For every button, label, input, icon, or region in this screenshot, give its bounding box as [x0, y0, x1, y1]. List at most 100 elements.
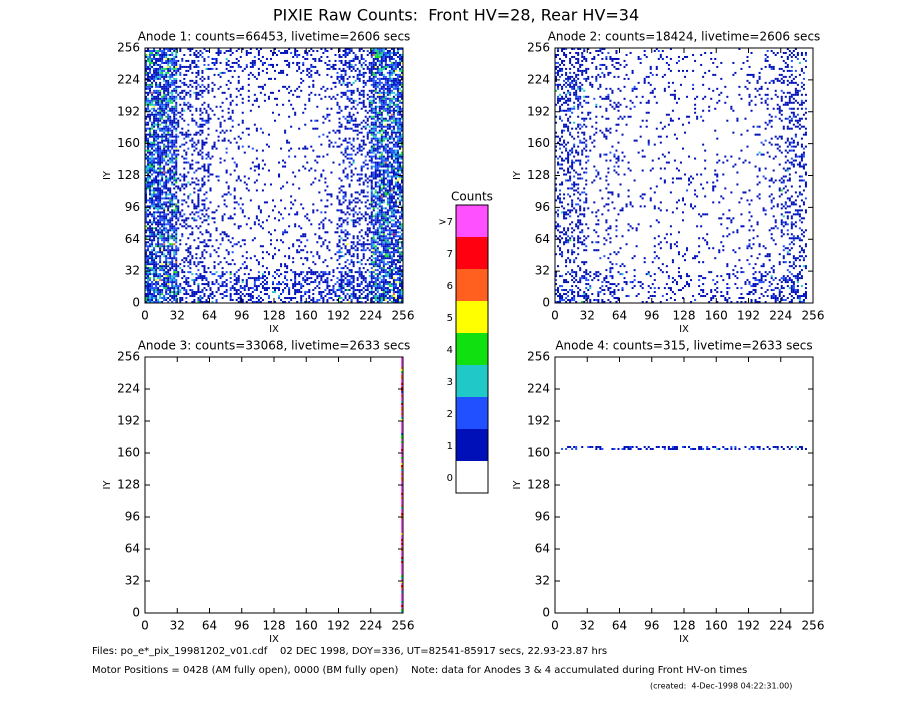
count-dot: [372, 177, 375, 180]
count-dot: [356, 123, 359, 126]
count-dot: [161, 129, 164, 132]
count-dot: [147, 283, 150, 286]
count-dot: [368, 105, 371, 108]
count-dot: [229, 193, 232, 196]
count-dot: [153, 159, 156, 162]
count-dot: [330, 107, 333, 110]
count-dot: [153, 141, 156, 144]
count-dot: [344, 253, 347, 256]
count-dot: [191, 105, 194, 108]
count-dot: [165, 95, 168, 98]
count-dot: [364, 285, 367, 288]
count-dot: [390, 163, 393, 166]
count-dot: [400, 197, 403, 200]
count-dot: [314, 263, 317, 266]
count-dot: [159, 203, 162, 206]
count-dot: [169, 115, 172, 118]
count-dot: [348, 233, 351, 236]
count-dot: [173, 55, 176, 58]
count-dot: [384, 91, 387, 94]
count-dot: [169, 255, 172, 258]
count-dot: [396, 299, 399, 302]
count-dot: [225, 235, 228, 238]
count-dot: [199, 217, 202, 220]
count-dot: [376, 203, 379, 206]
count-dot: [290, 207, 293, 210]
count-dot: [392, 131, 395, 134]
count-dot: [376, 119, 379, 122]
count-dot: [211, 109, 214, 112]
count-dot: [356, 133, 359, 136]
count-dot: [187, 251, 190, 254]
count-dot: [352, 265, 355, 268]
count-dot: [340, 91, 343, 94]
count-dot: [368, 149, 371, 152]
count-dot: [175, 211, 178, 214]
count-dot: [193, 301, 196, 303]
count-dot: [147, 149, 150, 152]
count-dot: [155, 81, 158, 84]
count-dot: [322, 273, 325, 276]
count-dot: [390, 255, 393, 258]
count-dot: [159, 169, 162, 172]
count-dot: [360, 127, 363, 130]
count-dot: [197, 161, 200, 164]
count-dot: [396, 301, 399, 303]
count-dot: [386, 111, 389, 114]
count-dot: [187, 205, 190, 208]
count-dot: [245, 267, 248, 270]
count-dot: [159, 167, 162, 170]
count-dot: [159, 53, 162, 56]
count-dot: [161, 289, 164, 292]
count-dot: [155, 135, 158, 138]
count-dot: [195, 81, 198, 84]
count-dot: [207, 169, 210, 172]
count-dot: [290, 201, 293, 204]
count-dot: [167, 159, 170, 162]
count-dot: [163, 281, 166, 284]
count-dot: [358, 291, 361, 294]
count-dot: [185, 217, 188, 220]
count-dot: [274, 287, 277, 290]
count-dot: [360, 263, 363, 266]
count-dot: [384, 165, 387, 168]
count-dot: [396, 141, 399, 144]
count-dot: [378, 99, 381, 102]
count-dot: [247, 83, 250, 86]
count-dot: [199, 257, 202, 260]
count-dot: [253, 301, 256, 303]
count-dot: [384, 151, 387, 154]
count-dot: [193, 191, 196, 194]
count-dot: [263, 83, 266, 86]
count-dot: [267, 271, 270, 274]
count-dot: [294, 89, 297, 92]
count-dot: [374, 147, 377, 150]
count-dot: [153, 263, 156, 266]
count-dot: [316, 253, 319, 256]
count-dot: [163, 287, 166, 290]
count-dot: [173, 273, 176, 276]
count-dot: [374, 109, 377, 112]
count-dot: [350, 119, 353, 122]
count-dot: [151, 193, 154, 196]
count-dot: [380, 113, 383, 116]
count-dot: [376, 259, 379, 262]
count-dot: [366, 227, 369, 230]
count-dot: [193, 203, 196, 206]
count-dot: [382, 243, 385, 246]
count-dot: [286, 267, 289, 270]
count-dot: [378, 179, 381, 182]
count-dot: [191, 217, 194, 220]
count-dot: [280, 239, 283, 242]
count-dot: [384, 177, 387, 180]
count-dot: [193, 149, 196, 152]
count-dot: [374, 111, 377, 114]
count-dot: [390, 223, 393, 226]
count-dot: [384, 253, 387, 256]
count-dot: [400, 289, 403, 292]
count-dot: [374, 285, 377, 288]
count-dot: [201, 83, 204, 86]
count-dot: [388, 227, 391, 230]
count-dot: [229, 289, 232, 292]
count-dot: [370, 129, 373, 132]
